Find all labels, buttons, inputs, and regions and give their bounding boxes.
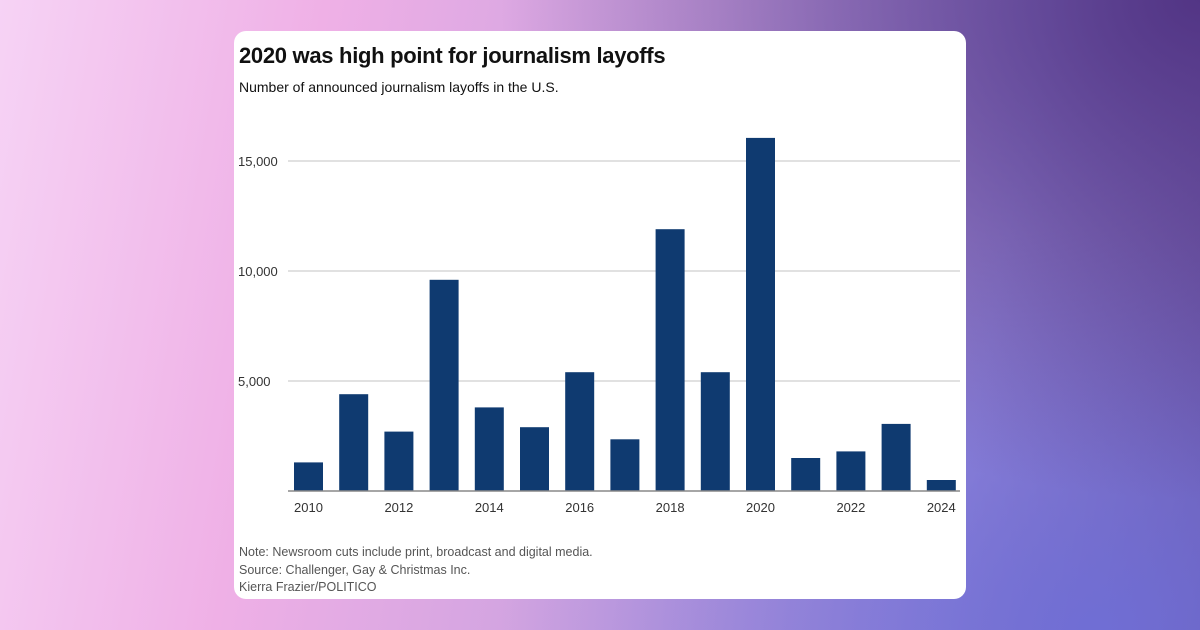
bar-2021 — [791, 458, 821, 491]
y-tick-label: 5,000 — [238, 374, 271, 389]
y-tick-label: 10,000 — [238, 264, 278, 279]
bar-2019 — [700, 372, 730, 491]
bar-2024 — [926, 480, 956, 491]
x-tick-label: 2014 — [475, 500, 504, 515]
x-tick-label: 2010 — [294, 500, 323, 515]
y-tick-label: 15,000 — [238, 154, 278, 169]
bar-2011 — [339, 394, 369, 491]
x-tick-label: 2018 — [656, 500, 685, 515]
bar-2016 — [565, 372, 595, 491]
bar-chart: 5,000 10,000 15,000 2010 2012 2014 2016 2018 202… — [238, 137, 960, 515]
bar-2022 — [836, 451, 866, 491]
bar-2017 — [610, 439, 640, 491]
x-tick-label: 2024 — [927, 500, 956, 515]
credit-text: Kierra Frazier/POLITICO — [239, 580, 377, 594]
x-tick-label: 2020 — [746, 500, 775, 515]
note-text: Note: Newsroom cuts include print, broad… — [239, 545, 593, 559]
bar-2010 — [294, 462, 323, 491]
bar-2020 — [746, 137, 775, 491]
bar-2013 — [429, 279, 459, 491]
bar-2018 — [655, 229, 685, 491]
bar-2012 — [384, 431, 414, 491]
x-tick-label: 2012 — [384, 500, 413, 515]
x-tick-label: 2016 — [565, 500, 594, 515]
x-tick-label: 2022 — [836, 500, 865, 515]
source-text: Source: Challenger, Gay & Christmas Inc. — [239, 562, 471, 577]
bar-2023 — [881, 423, 911, 491]
bar-2015 — [520, 427, 549, 491]
chart-subtitle: Number of announced journalism layoffs i… — [239, 79, 559, 95]
chart-title: 2020 was high point for journalism layof… — [239, 43, 666, 68]
chart-card: 2020 was high point for journalism layof… — [234, 31, 966, 599]
bar-2014 — [474, 407, 504, 491]
chart-footer: Note: Newsroom cuts include print, broad… — [239, 544, 593, 597]
